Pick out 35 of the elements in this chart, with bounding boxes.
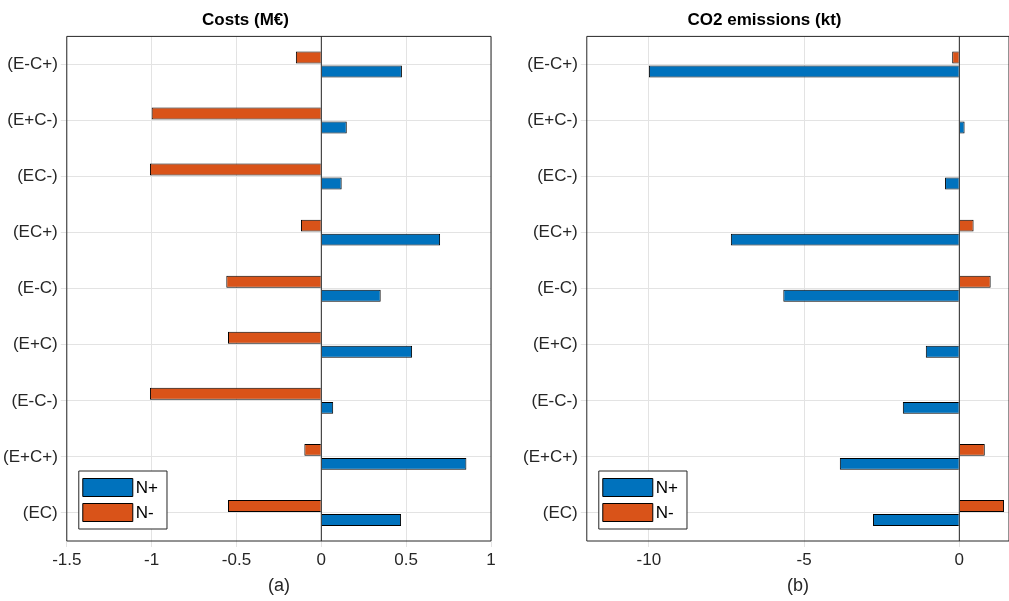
x-tick-label: -1: [144, 549, 160, 569]
x-tick-label: 0: [954, 549, 965, 569]
chart-title: CO2 emissions (kt): [687, 9, 842, 29]
y-tick-label: (EC+): [532, 222, 578, 242]
y-tick-label: (E+C+): [523, 446, 578, 466]
y-tick-label: (E-C): [537, 278, 578, 298]
y-tick-label: (E-C): [17, 278, 58, 298]
y-tick-label: (E-C-): [11, 390, 58, 410]
legend-label: N+: [135, 478, 159, 498]
y-tick-label: (E+C+): [3, 446, 58, 466]
y-tick-label: (E+C-): [7, 110, 58, 130]
x-tick-label: -0.5: [221, 549, 252, 569]
y-tick-label: (E-C+): [7, 54, 58, 74]
x-axis-title: (b): [786, 575, 809, 596]
y-tick-label: (EC): [542, 502, 578, 522]
x-tick-label: -1.5: [52, 549, 82, 569]
x-tick-label: 0: [316, 549, 327, 569]
y-tick-label: (E+C): [12, 334, 58, 354]
y-tick-label: (EC): [22, 502, 58, 522]
x-tick-label: -5: [796, 549, 812, 569]
x-tick-label: -10: [636, 549, 662, 569]
legend-label: N-: [655, 503, 674, 523]
y-tick-label: (EC+): [12, 222, 58, 242]
y-tick-label: (E+C-): [527, 110, 578, 130]
y-tick-label: (EC-): [17, 166, 58, 186]
x-axis-title: (a): [267, 575, 290, 596]
x-tick-label: 1: [486, 549, 496, 569]
y-tick-label: (EC-): [537, 166, 578, 186]
legend-label: N+: [655, 478, 679, 498]
y-tick-label: (E+C): [532, 334, 578, 354]
x-tick-label: 0.5: [394, 549, 418, 569]
y-tick-label: (E-C+): [527, 54, 578, 74]
legend-label: N-: [135, 503, 154, 523]
chart-title: Costs (M€): [202, 9, 289, 29]
y-tick-label: (E-C-): [531, 390, 578, 410]
